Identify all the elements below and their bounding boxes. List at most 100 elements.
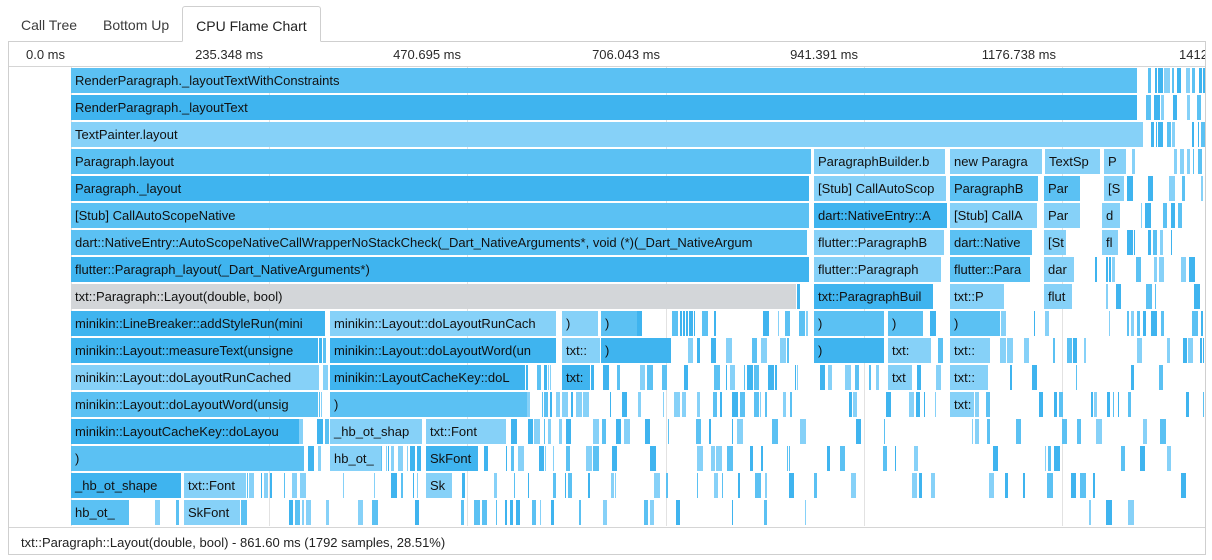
flame-frame[interactable]: ) bbox=[814, 311, 884, 336]
flame-frame-sliver[interactable] bbox=[1141, 203, 1142, 228]
flame-frame-sliver[interactable] bbox=[545, 446, 546, 471]
flame-frame-sliver[interactable] bbox=[381, 446, 382, 471]
flame-frame-sliver[interactable] bbox=[593, 446, 599, 471]
flame-frame[interactable]: Par bbox=[1044, 203, 1080, 228]
flame-frame-sliver[interactable] bbox=[912, 473, 917, 498]
flame-frame-sliver[interactable] bbox=[1194, 284, 1200, 309]
flame-frame-sliver[interactable] bbox=[326, 500, 329, 525]
flame-frame[interactable]: ) bbox=[601, 311, 637, 336]
flame-frame-sliver[interactable] bbox=[1131, 311, 1134, 336]
flame-frame-sliver[interactable] bbox=[761, 446, 763, 471]
flame-frame-sliver[interactable] bbox=[845, 365, 851, 390]
flame-frame-sliver[interactable] bbox=[914, 446, 918, 471]
flame-frame[interactable]: ) bbox=[950, 311, 1000, 336]
flame-frame-sliver[interactable] bbox=[1127, 176, 1133, 201]
flame-frame[interactable]: txt bbox=[888, 365, 912, 390]
flame-frame-sliver[interactable] bbox=[851, 473, 856, 498]
tab-cpu-flame-chart[interactable]: CPU Flame Chart bbox=[182, 6, 321, 42]
flame-frame-sliver[interactable] bbox=[697, 338, 700, 363]
flame-frame-sliver[interactable] bbox=[415, 500, 419, 525]
flame-frame-sliver[interactable] bbox=[750, 446, 753, 471]
flame-frame-sliver[interactable] bbox=[518, 446, 524, 471]
flame-frame-sliver[interactable] bbox=[694, 311, 695, 336]
flame-frame-sliver[interactable] bbox=[1167, 338, 1170, 363]
flame-frame-sliver[interactable] bbox=[711, 446, 715, 471]
flame-frame-sliver[interactable] bbox=[1160, 230, 1163, 255]
flame-frame-sliver[interactable] bbox=[603, 500, 607, 525]
flame-frame-sliver[interactable] bbox=[1127, 311, 1129, 336]
flame-frame-sliver[interactable] bbox=[1201, 122, 1205, 147]
flame-frame-sliver[interactable] bbox=[918, 311, 923, 336]
flame-frame-sliver[interactable] bbox=[407, 446, 408, 471]
flame-frame-sliver[interactable] bbox=[1077, 419, 1081, 444]
flame-frame[interactable]: d bbox=[1102, 203, 1120, 228]
flame-frame-sliver[interactable] bbox=[292, 473, 297, 498]
flame-frame-sliver[interactable] bbox=[532, 500, 536, 525]
flame-frame-sliver[interactable] bbox=[1148, 176, 1153, 201]
flame-frame-sliver[interactable] bbox=[374, 473, 375, 498]
flame-frame-sliver[interactable] bbox=[650, 500, 654, 525]
flame-frame-sliver[interactable] bbox=[924, 392, 925, 417]
flame-frame-sliver[interactable] bbox=[1032, 365, 1037, 390]
flame-frame-sliver[interactable] bbox=[1140, 446, 1145, 471]
flame-frame-sliver[interactable] bbox=[388, 446, 389, 471]
flame-frame-sliver[interactable] bbox=[768, 365, 774, 390]
flame-frame-sliver[interactable] bbox=[1180, 149, 1184, 174]
flame-frame-sliver[interactable] bbox=[727, 446, 733, 471]
flame-frame-sliver[interactable] bbox=[1094, 392, 1097, 417]
flame-frame-sliver[interactable] bbox=[1158, 122, 1163, 147]
flame-frame-sliver[interactable] bbox=[1153, 230, 1157, 255]
flame-frame-sliver[interactable] bbox=[1109, 311, 1110, 336]
flame-frame-sliver[interactable] bbox=[761, 338, 767, 363]
flame-chart[interactable]: RenderParagraph._layoutTextWithConstrain… bbox=[9, 67, 1205, 526]
flame-frame-sliver[interactable] bbox=[737, 419, 743, 444]
flame-frame-sliver[interactable] bbox=[612, 446, 617, 471]
flame-frame-sliver[interactable] bbox=[1095, 257, 1097, 282]
flame-frame-sliver[interactable] bbox=[284, 473, 285, 498]
flame-frame-sliver[interactable] bbox=[548, 365, 549, 390]
flame-frame[interactable]: minikin::Layout::doLayoutRunCach bbox=[330, 311, 556, 336]
flame-frame-sliver[interactable] bbox=[323, 338, 326, 363]
flame-frame-selected[interactable]: txt::Paragraph::Layout(double, bool) bbox=[71, 284, 796, 309]
flame-frame-sliver[interactable] bbox=[726, 338, 732, 363]
flame-frame[interactable]: ) bbox=[71, 446, 299, 471]
flame-frame-sliver[interactable] bbox=[1151, 311, 1157, 336]
flame-frame-sliver[interactable] bbox=[714, 365, 720, 390]
flame-frame-sliver[interactable] bbox=[562, 392, 568, 417]
flame-frame-sliver[interactable] bbox=[566, 419, 571, 444]
flame-frame-sliver[interactable] bbox=[1148, 230, 1151, 255]
flame-frame-sliver[interactable] bbox=[1148, 68, 1151, 93]
flame-frame-sliver[interactable] bbox=[1198, 149, 1202, 174]
flame-frame-sliver[interactable] bbox=[747, 365, 753, 390]
flame-frame-sliver[interactable] bbox=[1106, 500, 1112, 525]
flame-frame-sliver[interactable] bbox=[550, 392, 552, 417]
flame-frame-sliver[interactable] bbox=[556, 392, 560, 417]
flame-frame-sliver[interactable] bbox=[787, 338, 789, 363]
flame-frame-sliver[interactable] bbox=[1132, 149, 1135, 174]
flame-frame-sliver[interactable] bbox=[295, 500, 300, 525]
flame-frame[interactable]: ) bbox=[601, 338, 671, 363]
flame-frame-sliver[interactable] bbox=[534, 419, 540, 444]
flame-frame-sliver[interactable] bbox=[711, 338, 716, 363]
flame-frame-sliver[interactable] bbox=[1136, 257, 1141, 282]
flame-frame-sliver[interactable] bbox=[528, 419, 533, 444]
flame-frame-sliver[interactable] bbox=[1131, 365, 1134, 390]
flame-frame-sliver[interactable] bbox=[247, 473, 248, 498]
flame-frame-sliver[interactable] bbox=[551, 500, 554, 525]
flame-frame-sliver[interactable] bbox=[975, 392, 979, 417]
flame-frame-sliver[interactable] bbox=[1192, 311, 1198, 336]
flame-frame-sliver[interactable] bbox=[785, 311, 790, 336]
flame-frame-sliver[interactable] bbox=[593, 419, 599, 444]
flame-frame-sliver[interactable] bbox=[674, 392, 680, 417]
flame-frame-sliver[interactable] bbox=[1181, 257, 1186, 282]
flame-frame-sliver[interactable] bbox=[853, 392, 857, 417]
flame-frame-sliver[interactable] bbox=[895, 446, 896, 471]
flame-frame-sliver[interactable] bbox=[765, 392, 767, 417]
flame-frame-sliver[interactable] bbox=[1183, 338, 1187, 363]
flame-frame-sliver[interactable] bbox=[1112, 257, 1115, 282]
flame-frame-sliver[interactable] bbox=[1173, 95, 1177, 120]
flame-frame-sliver[interactable] bbox=[765, 473, 767, 498]
flame-frame-sliver[interactable] bbox=[647, 365, 653, 390]
flame-frame-sliver[interactable] bbox=[789, 473, 794, 498]
flame-frame[interactable]: Paragraph._layout bbox=[71, 176, 809, 201]
